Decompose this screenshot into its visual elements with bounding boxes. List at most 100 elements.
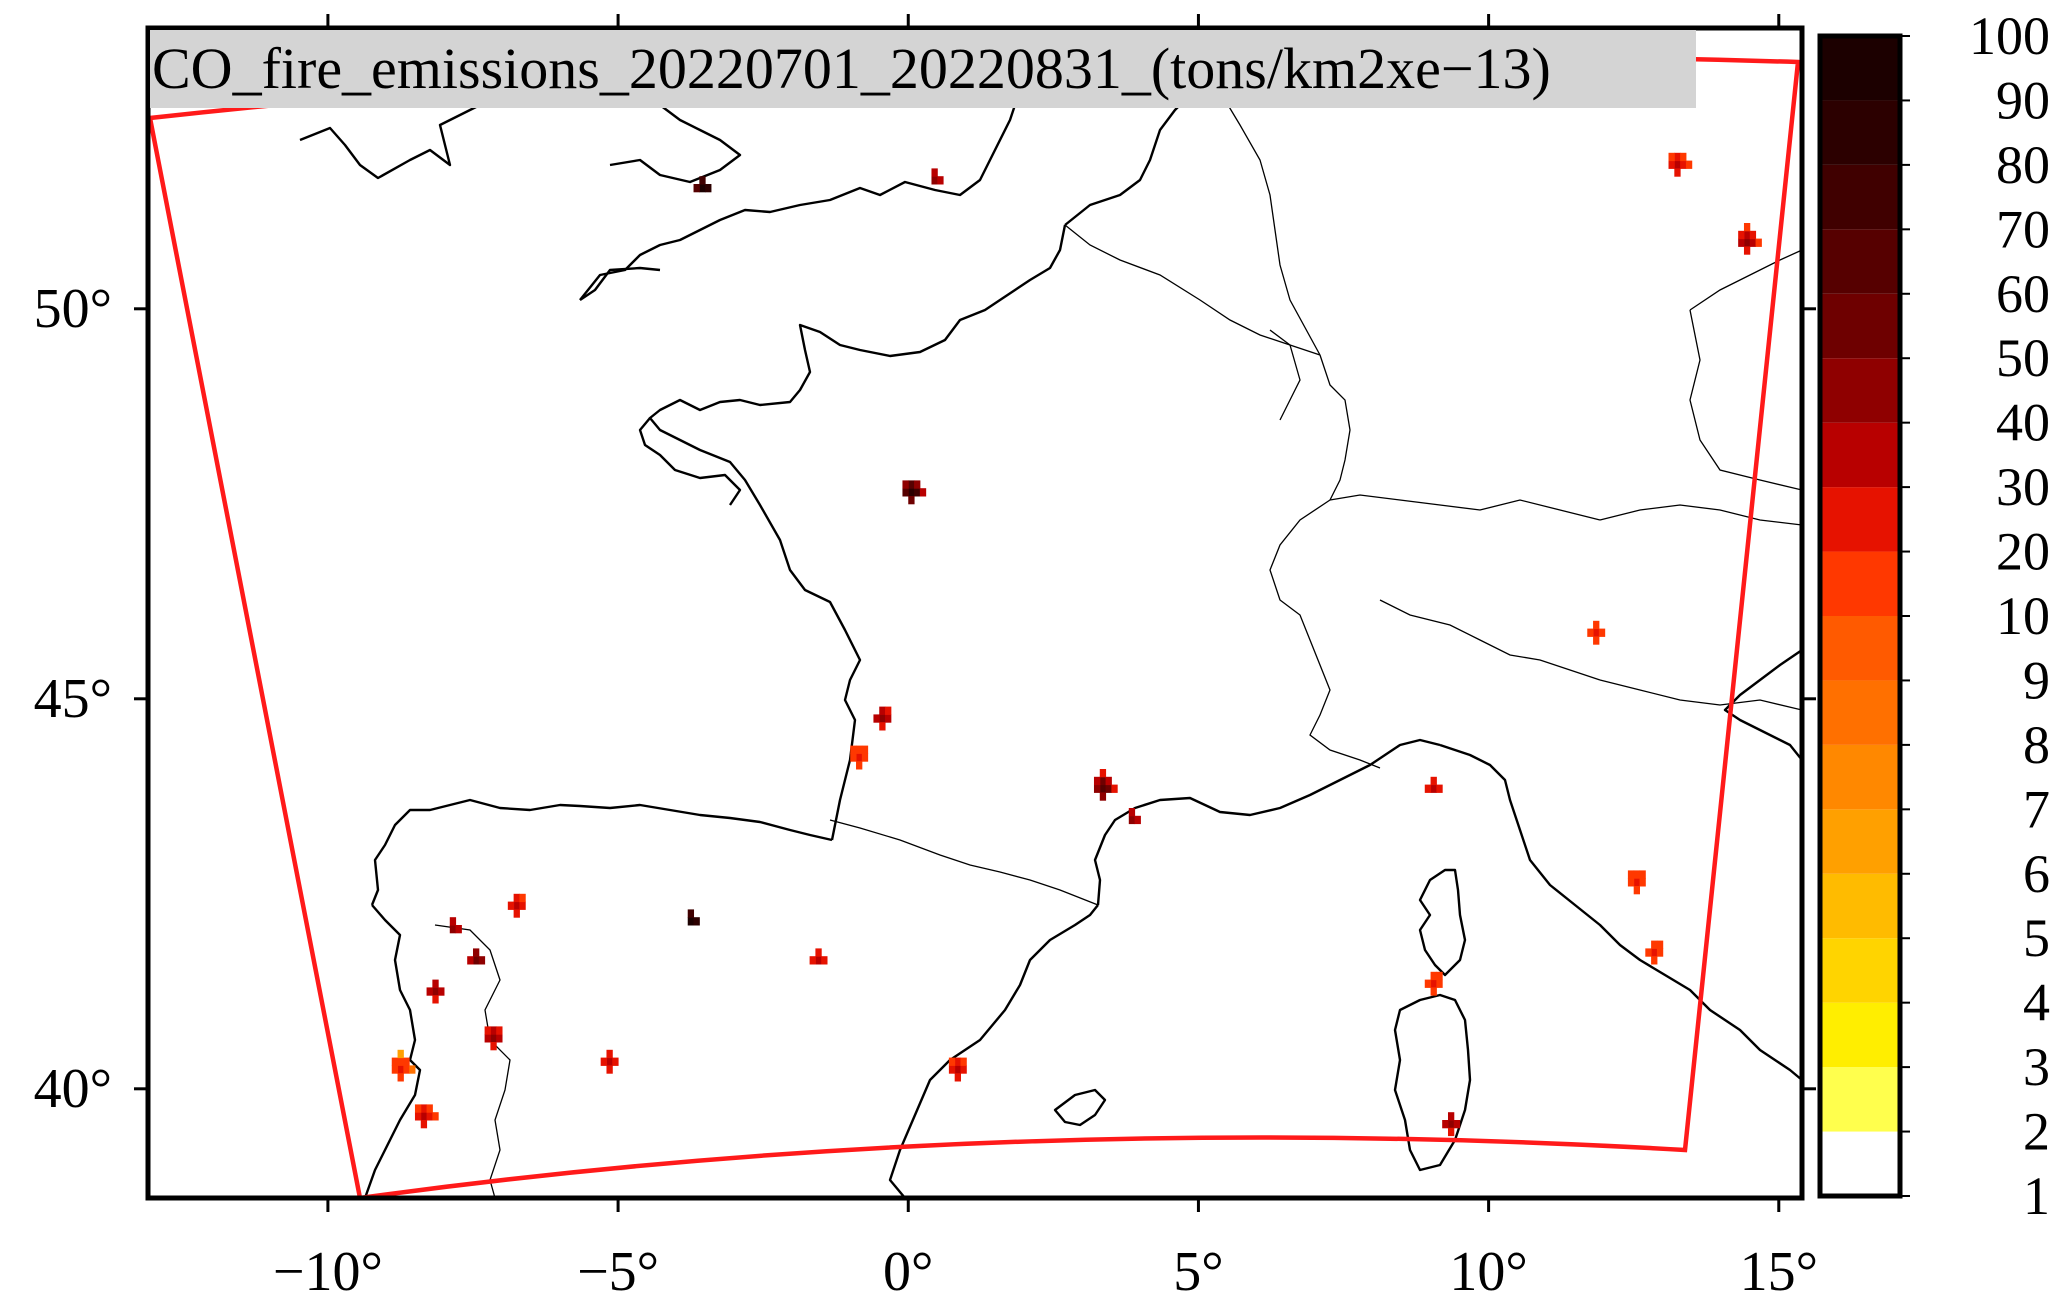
fire-cell — [693, 917, 700, 926]
lat-tick-label: 50° — [34, 278, 112, 340]
colorbar-label: 6 — [2023, 844, 2050, 904]
fire-cell — [612, 1057, 619, 1066]
fire-cell — [1111, 784, 1118, 793]
lon-tick-label: 5° — [1173, 1241, 1223, 1303]
fire-cell — [919, 488, 927, 497]
fire-cell — [954, 1073, 961, 1082]
colorbar-label: 2 — [2023, 1102, 2050, 1162]
fire-cell — [1598, 628, 1606, 637]
colorbar-label: 50 — [1996, 328, 2050, 388]
colorbar-bin — [1820, 873, 1900, 939]
iberia-med-coast — [888, 904, 1099, 1198]
title-box — [150, 30, 1696, 108]
fire-cell — [513, 893, 520, 903]
lat-tick-label: 45° — [34, 668, 112, 730]
fire-cell — [1099, 769, 1107, 778]
fire-cell — [432, 979, 439, 988]
border-france-germany — [1319, 354, 1351, 501]
colorbar-label: 100 — [1969, 6, 2050, 66]
border-spain-portugal — [434, 924, 511, 1198]
fire-cell — [948, 1065, 956, 1074]
colorbar-bin — [1820, 36, 1900, 101]
colorbar-label: 20 — [1996, 522, 2050, 582]
fire-cell — [902, 488, 909, 497]
fire-cell — [606, 1057, 613, 1066]
lat-tick-label: 40° — [34, 1058, 112, 1120]
border-france-belgium — [1064, 224, 1321, 356]
fire-cell — [1639, 878, 1646, 887]
italy-east-coast — [1723, 649, 1802, 761]
fire-cell — [850, 745, 857, 754]
fire-cell — [600, 1057, 607, 1066]
corsica-coast — [1418, 868, 1467, 977]
fire-cell — [403, 1065, 410, 1074]
fire-cell — [861, 753, 869, 762]
border-france-spain — [829, 819, 1099, 906]
fire-cell — [1633, 878, 1641, 887]
fire-cell — [1128, 815, 1136, 825]
colorbar-label: 1 — [2023, 1166, 2050, 1226]
fire-cell — [1738, 238, 1745, 247]
colorbar-bin — [1820, 616, 1900, 681]
fire-cell — [496, 1026, 503, 1035]
colorbar-label: 5 — [2023, 908, 2050, 968]
lon-tick-label: 0° — [883, 1241, 933, 1303]
fire-cell — [1447, 1112, 1455, 1121]
fire-cell — [815, 956, 822, 965]
border-czech-austria — [1689, 309, 1802, 491]
fire-cell — [948, 1057, 956, 1066]
fire-cell — [420, 1112, 428, 1121]
fire-cell — [902, 480, 909, 489]
fire-cell — [856, 761, 863, 770]
fire-cell — [397, 1049, 404, 1059]
colorbar-bin — [1820, 938, 1900, 1003]
fire-cell — [426, 1104, 433, 1113]
fire-cell — [1436, 784, 1443, 793]
colorbar-bin — [1820, 1131, 1900, 1196]
fire-cell — [1424, 784, 1432, 793]
colorbar-bin — [1820, 422, 1900, 488]
fire-cell — [1093, 776, 1101, 786]
fire-cell — [484, 1026, 491, 1035]
colorbar-bin — [1820, 1067, 1900, 1132]
colorbar-label: 9 — [2023, 650, 2050, 710]
fire-cell — [1105, 776, 1112, 786]
fire-cell — [1685, 160, 1693, 169]
fire-cell — [1447, 1120, 1455, 1129]
fire-cell — [879, 722, 886, 731]
colorbar-bin — [1820, 551, 1900, 616]
fire-cell — [391, 1065, 399, 1074]
fire-cell — [606, 1049, 613, 1059]
fire-cell — [885, 714, 892, 723]
fire-cell — [1099, 792, 1107, 801]
colorbar-bin — [1820, 1002, 1900, 1068]
fire-cell — [1627, 878, 1635, 887]
fire-cell — [908, 496, 915, 505]
fire-cell — [1424, 979, 1432, 988]
colorbar-bin — [1820, 487, 1900, 552]
lon-tick-label: 15° — [1740, 1241, 1818, 1303]
fire-cell — [1128, 808, 1136, 817]
fire-cell — [1651, 948, 1658, 957]
fire-cell — [1430, 979, 1437, 988]
fire-cell — [1743, 238, 1751, 247]
fire-cell — [1105, 784, 1112, 793]
iberia-north-coast — [370, 798, 833, 906]
latitude-axis: 40° 45° 50° — [34, 278, 1816, 1120]
fire-cell — [699, 184, 706, 193]
fire-cell — [1755, 238, 1762, 247]
colorbar-label: 80 — [1996, 135, 2050, 195]
fire-cell — [960, 1065, 967, 1074]
fire-cell — [1743, 230, 1751, 240]
fire-cell — [914, 488, 921, 497]
portugal-coast — [363, 904, 422, 1198]
fire-cell — [449, 917, 457, 926]
france-med-coast — [1093, 738, 1441, 906]
fire-cell — [885, 706, 892, 715]
fire-cell — [850, 753, 857, 762]
fire-cell — [420, 1104, 428, 1113]
fire-cell — [1430, 987, 1437, 996]
border-germany-benelux — [1204, 74, 1321, 356]
fire-cell — [1633, 886, 1641, 895]
fire-cell — [954, 1065, 961, 1074]
